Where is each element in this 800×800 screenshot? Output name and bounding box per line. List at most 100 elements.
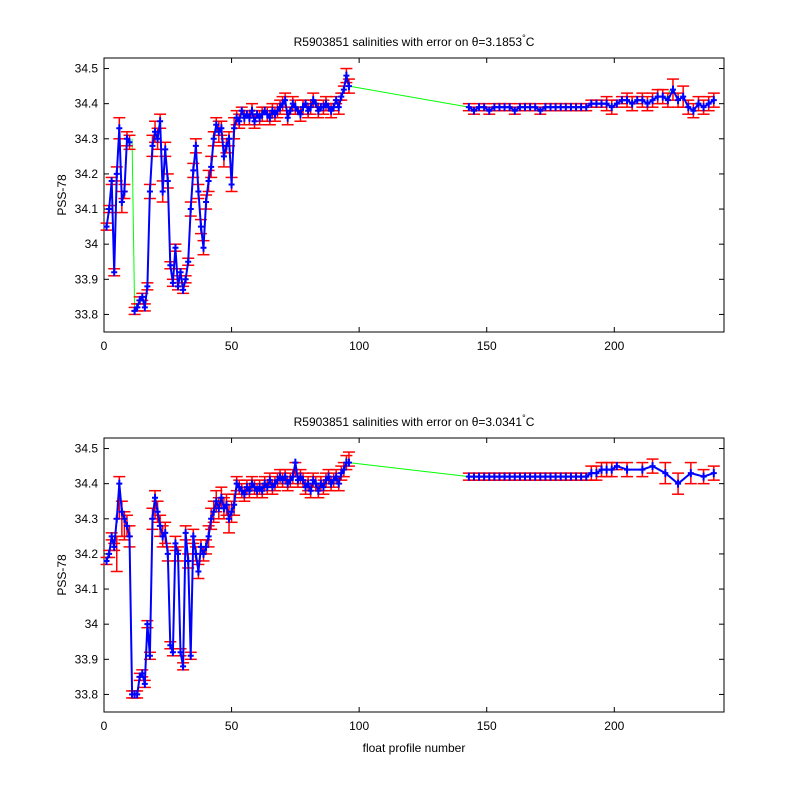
data-point — [246, 486, 253, 495]
data-point — [218, 493, 225, 502]
data-point — [608, 103, 615, 112]
data-point — [305, 479, 312, 488]
x-tick-label: 100 — [349, 339, 369, 353]
x-tick-label: 200 — [604, 339, 624, 353]
data-point — [167, 261, 174, 270]
data-point — [251, 117, 258, 126]
data-point — [266, 113, 273, 122]
data-point — [552, 472, 559, 481]
data-point — [649, 96, 656, 105]
data-point — [567, 103, 574, 112]
data-point — [172, 539, 179, 548]
data-point — [203, 542, 210, 551]
data-point — [465, 472, 472, 481]
data-point — [532, 103, 539, 112]
data-point — [192, 549, 199, 558]
x-tick-label: 100 — [349, 719, 369, 733]
data-point — [123, 521, 130, 530]
data-point — [537, 106, 544, 115]
data-point — [501, 472, 508, 481]
data-point — [213, 497, 220, 506]
data-point — [106, 549, 113, 558]
data-point — [203, 198, 210, 207]
data-point — [231, 124, 238, 133]
data-point — [113, 514, 120, 523]
data-point — [223, 500, 230, 509]
data-point — [111, 268, 118, 277]
data-point — [649, 462, 656, 471]
x-tick-label: 150 — [477, 719, 497, 733]
data-point — [470, 472, 477, 481]
data-point — [282, 472, 289, 481]
data-point — [241, 490, 248, 499]
data-point — [343, 71, 350, 80]
data-point — [613, 99, 620, 108]
data-point — [108, 176, 115, 185]
data-point — [282, 96, 289, 105]
y-tick-label: 33.9 — [75, 652, 99, 666]
data-point — [197, 222, 204, 231]
data-point — [259, 486, 266, 495]
y-axis-label: PSS-78 — [55, 554, 69, 596]
chart-title: R5903851 salinities with error on θ=3.18… — [294, 33, 535, 49]
data-point — [624, 465, 631, 474]
x-tick-label: 50 — [225, 339, 239, 353]
data-point — [228, 180, 235, 189]
data-point — [598, 465, 605, 474]
data-point — [608, 465, 615, 474]
data-point — [603, 99, 610, 108]
data-point — [264, 483, 271, 492]
data-point — [333, 96, 340, 105]
data-point — [567, 472, 574, 481]
x-tick-label: 150 — [477, 339, 497, 353]
data-point — [195, 567, 202, 576]
data-point — [266, 476, 273, 485]
data-point — [226, 134, 233, 143]
data-point — [297, 110, 304, 119]
data-point — [200, 243, 207, 252]
y-tick-label: 33.9 — [75, 272, 99, 286]
data-point — [537, 472, 544, 481]
data-point — [700, 472, 707, 481]
data-point — [675, 96, 682, 105]
x-tick-label: 50 — [225, 719, 239, 733]
data-point — [516, 103, 523, 112]
data-point — [164, 176, 171, 185]
y-tick-label: 34 — [85, 617, 99, 631]
data-point — [476, 472, 483, 481]
data-point — [134, 690, 141, 699]
data-point — [659, 92, 666, 101]
data-point — [139, 669, 146, 678]
data-point — [205, 176, 212, 185]
data-point — [598, 99, 605, 108]
data-point — [177, 648, 184, 657]
data-point — [333, 472, 340, 481]
data-point — [583, 472, 590, 481]
data-point — [162, 528, 169, 537]
data-point — [340, 465, 347, 474]
data-point — [603, 465, 610, 474]
data-point — [629, 99, 636, 108]
data-point — [210, 507, 217, 516]
data-point — [167, 641, 174, 650]
data-point — [690, 106, 697, 115]
bottom-chart-panel: 0 50 100 150 200 33.8 33.9 34 34.1 34.2 34.3 34.4 34… — [55, 413, 725, 755]
chart-title-unit: C — [526, 415, 535, 429]
data-point — [593, 99, 600, 108]
data-point — [710, 96, 717, 105]
data-point — [141, 303, 148, 312]
x-tick-label: 0 — [101, 719, 108, 733]
y-tick-label: 34.5 — [75, 442, 99, 456]
data-point — [618, 96, 625, 105]
data-point — [284, 113, 291, 122]
data-point — [547, 472, 554, 481]
data-point — [307, 103, 314, 112]
data-point — [578, 472, 585, 481]
data-point — [634, 96, 641, 105]
data-point — [126, 532, 133, 541]
chart-title-unit: C — [526, 35, 535, 49]
data-point — [213, 120, 220, 129]
data-point — [144, 282, 151, 291]
data-point — [103, 222, 110, 231]
data-point — [180, 662, 187, 671]
